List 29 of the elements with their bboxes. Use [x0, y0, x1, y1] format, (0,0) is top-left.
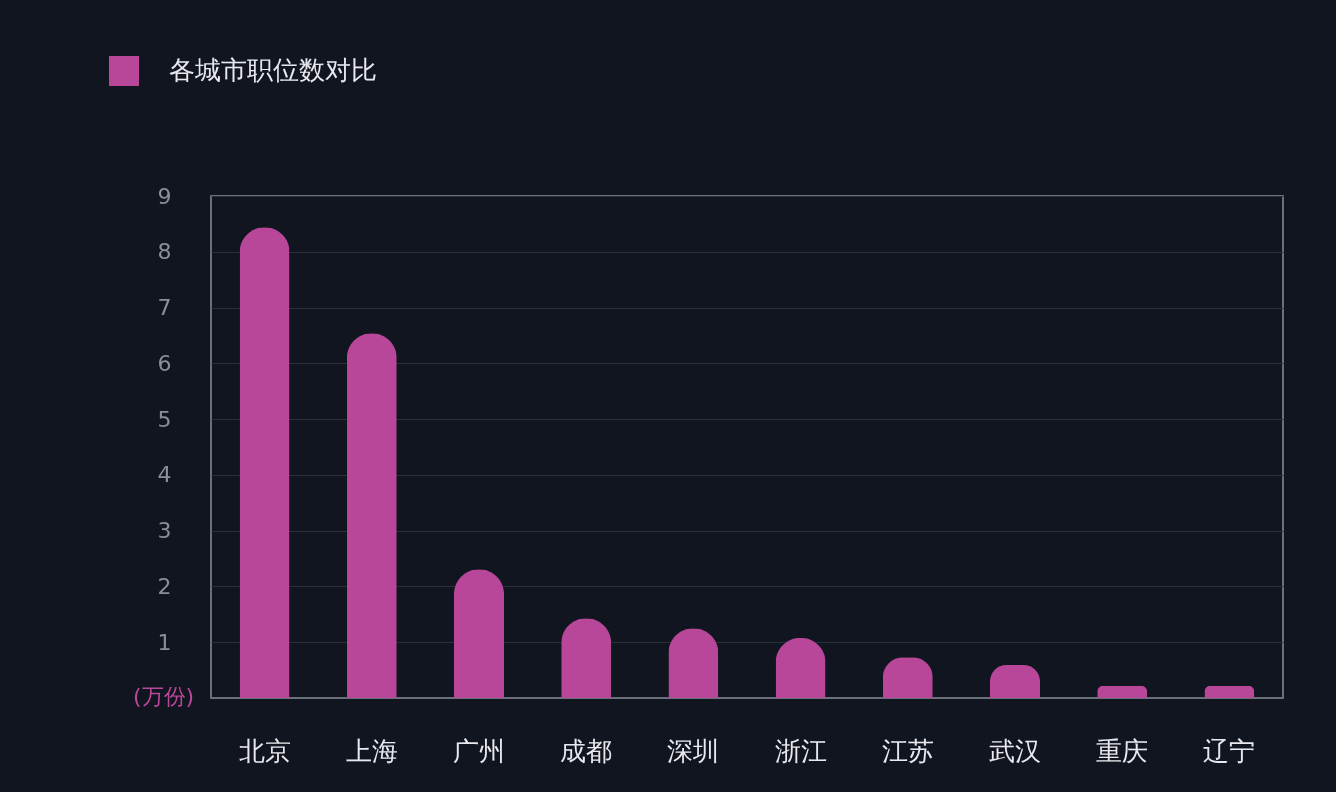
bar	[454, 569, 504, 698]
y-tick-label: 2	[157, 573, 172, 599]
bar	[561, 618, 612, 698]
y-tick-label: 6	[157, 350, 172, 376]
x-tick-label: 重庆	[1096, 735, 1149, 766]
bar	[239, 227, 290, 698]
x-tick-label: 深圳	[667, 735, 720, 766]
x-tick-label: 江苏	[881, 735, 934, 766]
x-tick-label: 浙江	[774, 735, 827, 766]
y-tick-label: 1	[157, 629, 172, 655]
y-tick-label: 4	[157, 462, 172, 488]
bar	[346, 333, 397, 698]
y-tick-label: 8	[157, 239, 172, 265]
bar	[668, 628, 719, 698]
y-tick-label: 5	[157, 406, 172, 432]
x-tick-label: 北京	[238, 735, 291, 766]
x-tick-label: 广州	[453, 735, 505, 766]
x-tick-label: 上海	[345, 735, 398, 766]
bar	[1204, 685, 1255, 698]
x-tick-label: 辽宁	[1203, 735, 1256, 766]
legend-label: 各城市职位数对比	[169, 55, 377, 85]
bar	[1097, 685, 1148, 698]
bar	[990, 665, 1040, 698]
y-tick-label: 7	[157, 295, 172, 321]
x-tick-label: 武汉	[989, 735, 1041, 766]
y-tick-label: 9	[157, 183, 172, 209]
y-tick-label: 3	[157, 518, 172, 544]
x-tick-label: 成都	[560, 735, 613, 766]
y-axis-title: (万份)	[132, 683, 195, 709]
